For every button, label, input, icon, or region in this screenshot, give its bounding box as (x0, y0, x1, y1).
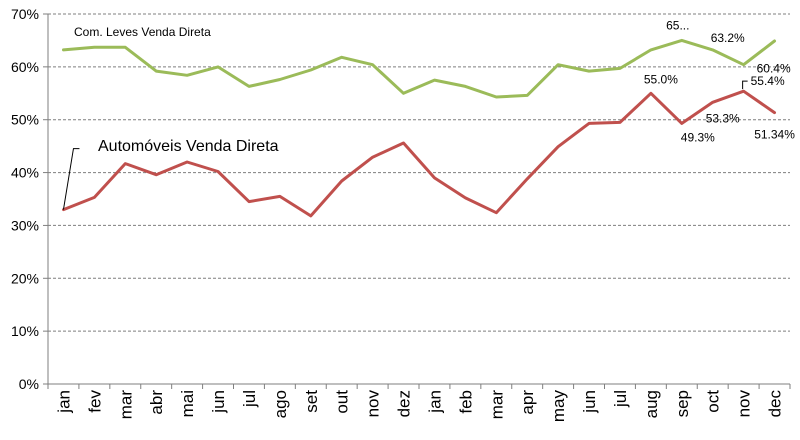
x-tick-label: out (333, 390, 352, 414)
data-label-leader (742, 80, 748, 90)
y-tick-label: 10% (11, 323, 39, 339)
series-label-leader (62, 148, 80, 210)
x-tick-label: aug (642, 390, 661, 418)
x-tick-label: mar (116, 390, 135, 420)
y-tick-label: 50% (11, 112, 39, 128)
y-tick-label: 70% (11, 6, 39, 22)
x-tick-label: sep (673, 390, 692, 417)
x-tick-label: dec (766, 390, 785, 418)
x-tick-label: dez (395, 390, 414, 417)
data-label: 49.3% (681, 130, 715, 144)
x-tick-label: apr (518, 390, 537, 415)
x-tick-label: nov (364, 390, 383, 418)
gridlines (48, 13, 790, 332)
x-tick-label: may (549, 390, 568, 423)
data-label: 55.0% (644, 72, 678, 86)
series-label-automoveis: Automóveis Venda Direta (98, 138, 279, 155)
x-tick-label: jan (425, 390, 444, 414)
y-tick-label: 30% (11, 217, 39, 233)
data-label: 63.2% (711, 31, 745, 45)
x-tick-label: mai (178, 390, 197, 417)
axes (43, 13, 791, 389)
y-axis-ticks: 0% 10% 20% 30% 40% 50% 60% 70% (11, 6, 39, 392)
x-tick-label: fev (85, 390, 104, 413)
data-labels: 65... 63.2% 60.4% 55.0% 49.3% 53.3% 55.4% 51.34… (644, 18, 795, 144)
x-tick-label: jul (611, 390, 630, 408)
series-line-automoveis (62, 89, 776, 218)
x-tick-label: jan (54, 390, 73, 414)
series-label-com-leves: Com. Leves Venda Direta (74, 25, 211, 39)
series-line-com-leves (62, 38, 776, 99)
y-tick-label: 0% (19, 376, 39, 392)
data-label: 51.34% (754, 128, 795, 142)
data-label: 55.4% (751, 74, 785, 88)
series-labels: Com. Leves Venda Direta Automóveis Venda … (62, 25, 279, 210)
x-tick-label: set (302, 390, 321, 413)
x-tick-label: ago (271, 390, 290, 418)
data-label: 60.4% (757, 62, 791, 76)
y-tick-label: 40% (11, 165, 39, 181)
data-label: 65... (666, 18, 689, 32)
x-tick-label: jul (240, 390, 259, 408)
x-tick-label: mar (487, 390, 506, 420)
y-tick-label: 60% (11, 59, 39, 75)
y-tick-label: 20% (11, 270, 39, 286)
x-tick-label: nov (735, 390, 754, 418)
x-tick-label: jun (209, 390, 228, 414)
x-tick-label: feb (456, 390, 475, 414)
x-tick-label: abr (147, 390, 166, 415)
data-label: 53.3% (706, 111, 740, 125)
series-lines (62, 38, 776, 218)
x-axis-ticks: jan fev mar abr mai jun jul ago set out nov dez jan f… (54, 390, 784, 423)
x-tick-label: oct (704, 390, 723, 413)
x-tick-label: jun (580, 390, 599, 414)
